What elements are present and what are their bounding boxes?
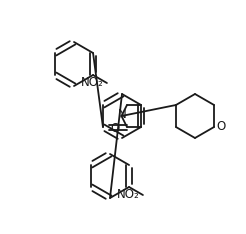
Text: N: N [118, 109, 127, 121]
Text: O: O [110, 121, 119, 135]
Text: NO₂: NO₂ [117, 189, 140, 201]
Text: NO₂: NO₂ [81, 77, 104, 89]
Text: O: O [216, 121, 225, 134]
